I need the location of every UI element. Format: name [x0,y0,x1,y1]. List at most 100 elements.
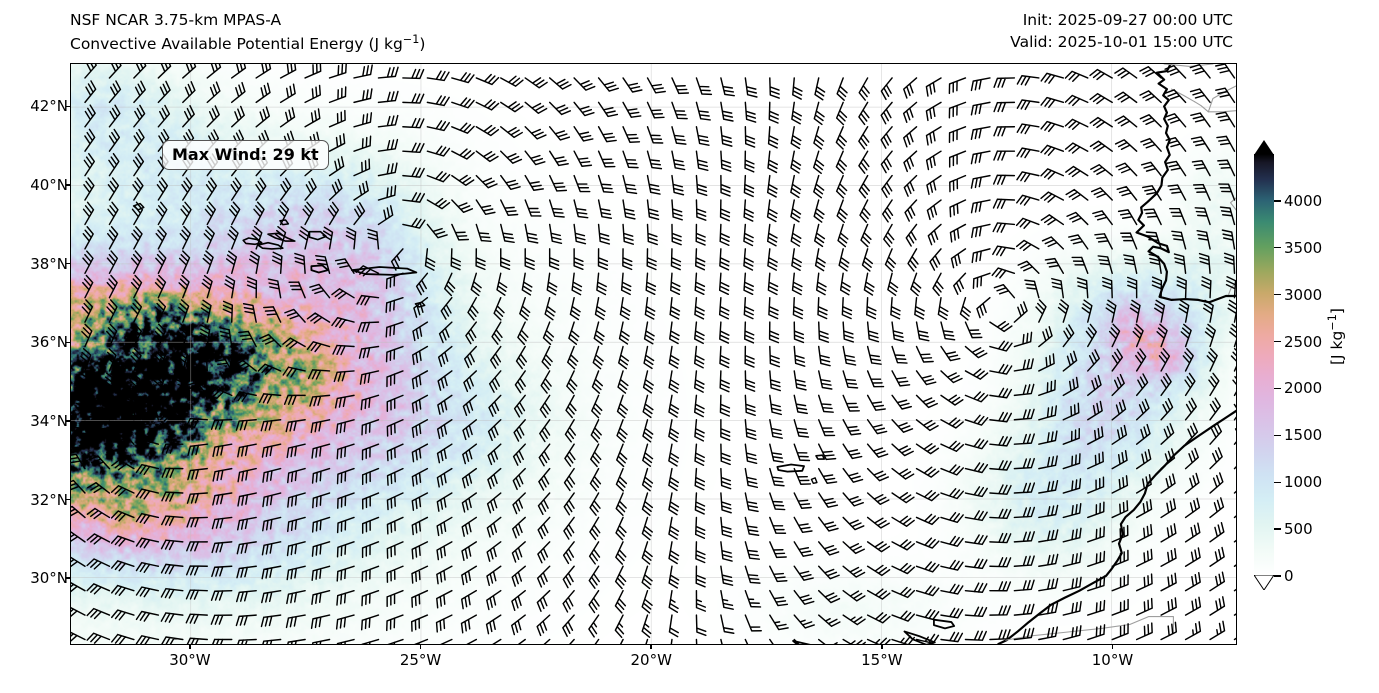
wind-barb [1151,276,1163,299]
wind-barb [1094,233,1113,250]
wind-barb [155,225,167,250]
wind-barb [386,516,404,535]
wind-barb [1178,299,1190,323]
wind-barb [989,363,1013,375]
border-galicia-east [1207,85,1236,113]
wind-barb [385,321,404,338]
wind-barb [949,174,967,193]
y-axis-tick-mark [66,341,70,343]
wind-barb [813,199,825,223]
wind-barb [915,370,937,386]
wind-barb [1066,211,1089,226]
wind-barb [1013,301,1028,323]
wind-barb [424,248,436,271]
wind-barb [211,565,233,578]
wind-barb [884,248,897,272]
wind-barb [1062,376,1079,397]
wind-barb [1092,210,1113,226]
wind-barb [1135,423,1151,445]
colorbar-tick-label: 3000 [1284,285,1323,304]
field-title-exponent: −1 [402,33,420,46]
wind-barb [964,345,988,359]
wind-barb [992,174,1016,185]
wind-barb [669,321,680,345]
wind-barb [1038,529,1059,543]
wind-barb [588,614,600,638]
wind-barb [202,250,214,275]
wind-barb [566,370,578,394]
wind-barb [71,606,86,618]
wind-barb [540,370,552,394]
wind-barb [1013,358,1034,372]
wind-barb [1089,140,1113,152]
wind-barb [669,296,681,320]
wind-barb [989,460,1012,471]
wind-barb [335,614,355,630]
wind-barb [1209,422,1223,445]
wind-barb [524,150,546,166]
wind-barb [186,637,208,644]
wind-barb [766,223,778,247]
wind-barb [466,638,478,644]
wind-barb [386,419,404,437]
wind-barb [513,394,526,418]
y-axis-tick-mark [66,105,70,107]
wind-barb [964,321,983,339]
wind-barb [1016,123,1040,135]
island-lanzarote [933,618,956,630]
wind-barb [517,321,529,346]
wind-barb [1198,252,1211,275]
wind-barb [309,394,331,407]
wind-barb [206,81,221,104]
wind-barb [1111,475,1129,494]
wind-barb [989,557,1012,568]
wind-barb [331,317,355,329]
wind-barb [155,250,167,275]
wind-barb [813,150,825,175]
wind-barb [622,77,643,93]
wind-barb [1230,347,1236,372]
wind-barb [1142,185,1162,201]
wind-barb [1015,239,1040,252]
wind-barb [548,126,571,141]
wind-barb [106,250,119,275]
wind-barb [719,370,730,393]
wind-barb [744,516,760,536]
colorbar-tick-label: 4000 [1284,191,1323,210]
wind-barb [769,394,783,416]
wind-barb [792,296,804,320]
wind-barb [767,272,779,296]
wind-barb [451,174,475,187]
x-axis-tick-mark [881,645,883,649]
wind-barb [212,467,233,482]
wind-barb [646,77,666,94]
wind-barb [1164,113,1187,128]
wind-barb [564,443,576,467]
wind-barb [413,296,429,318]
wind-barb [866,637,891,644]
colorbar-tick-label: 1000 [1284,473,1323,492]
wind-barb [475,248,486,271]
wind-barb [81,299,94,323]
wind-barb [107,201,119,226]
wind-barb [309,283,331,299]
wind-barb [1192,183,1211,201]
colorbar[interactable]: 0 500 1000 1500 2000 2500 3000 3500 4000 [1254,140,1322,590]
wind-barb [744,101,757,123]
wind-barb [385,272,404,290]
wind-barb [185,417,208,429]
wind-barb [524,199,542,217]
wind-barb [487,419,502,442]
wind-barb [411,370,429,390]
wind-barb [891,321,905,342]
wind-barb [542,321,555,346]
wind-barb [312,492,331,509]
wind-barb [719,248,730,271]
wind-barb [386,370,404,388]
wind-barb [511,614,526,636]
wind-barb [1217,159,1236,177]
wind-barb [720,77,735,97]
map-plot-area[interactable]: Max Wind: 29 kt [70,63,1237,645]
wind-barb [1209,546,1225,567]
wind-barb [71,453,86,470]
